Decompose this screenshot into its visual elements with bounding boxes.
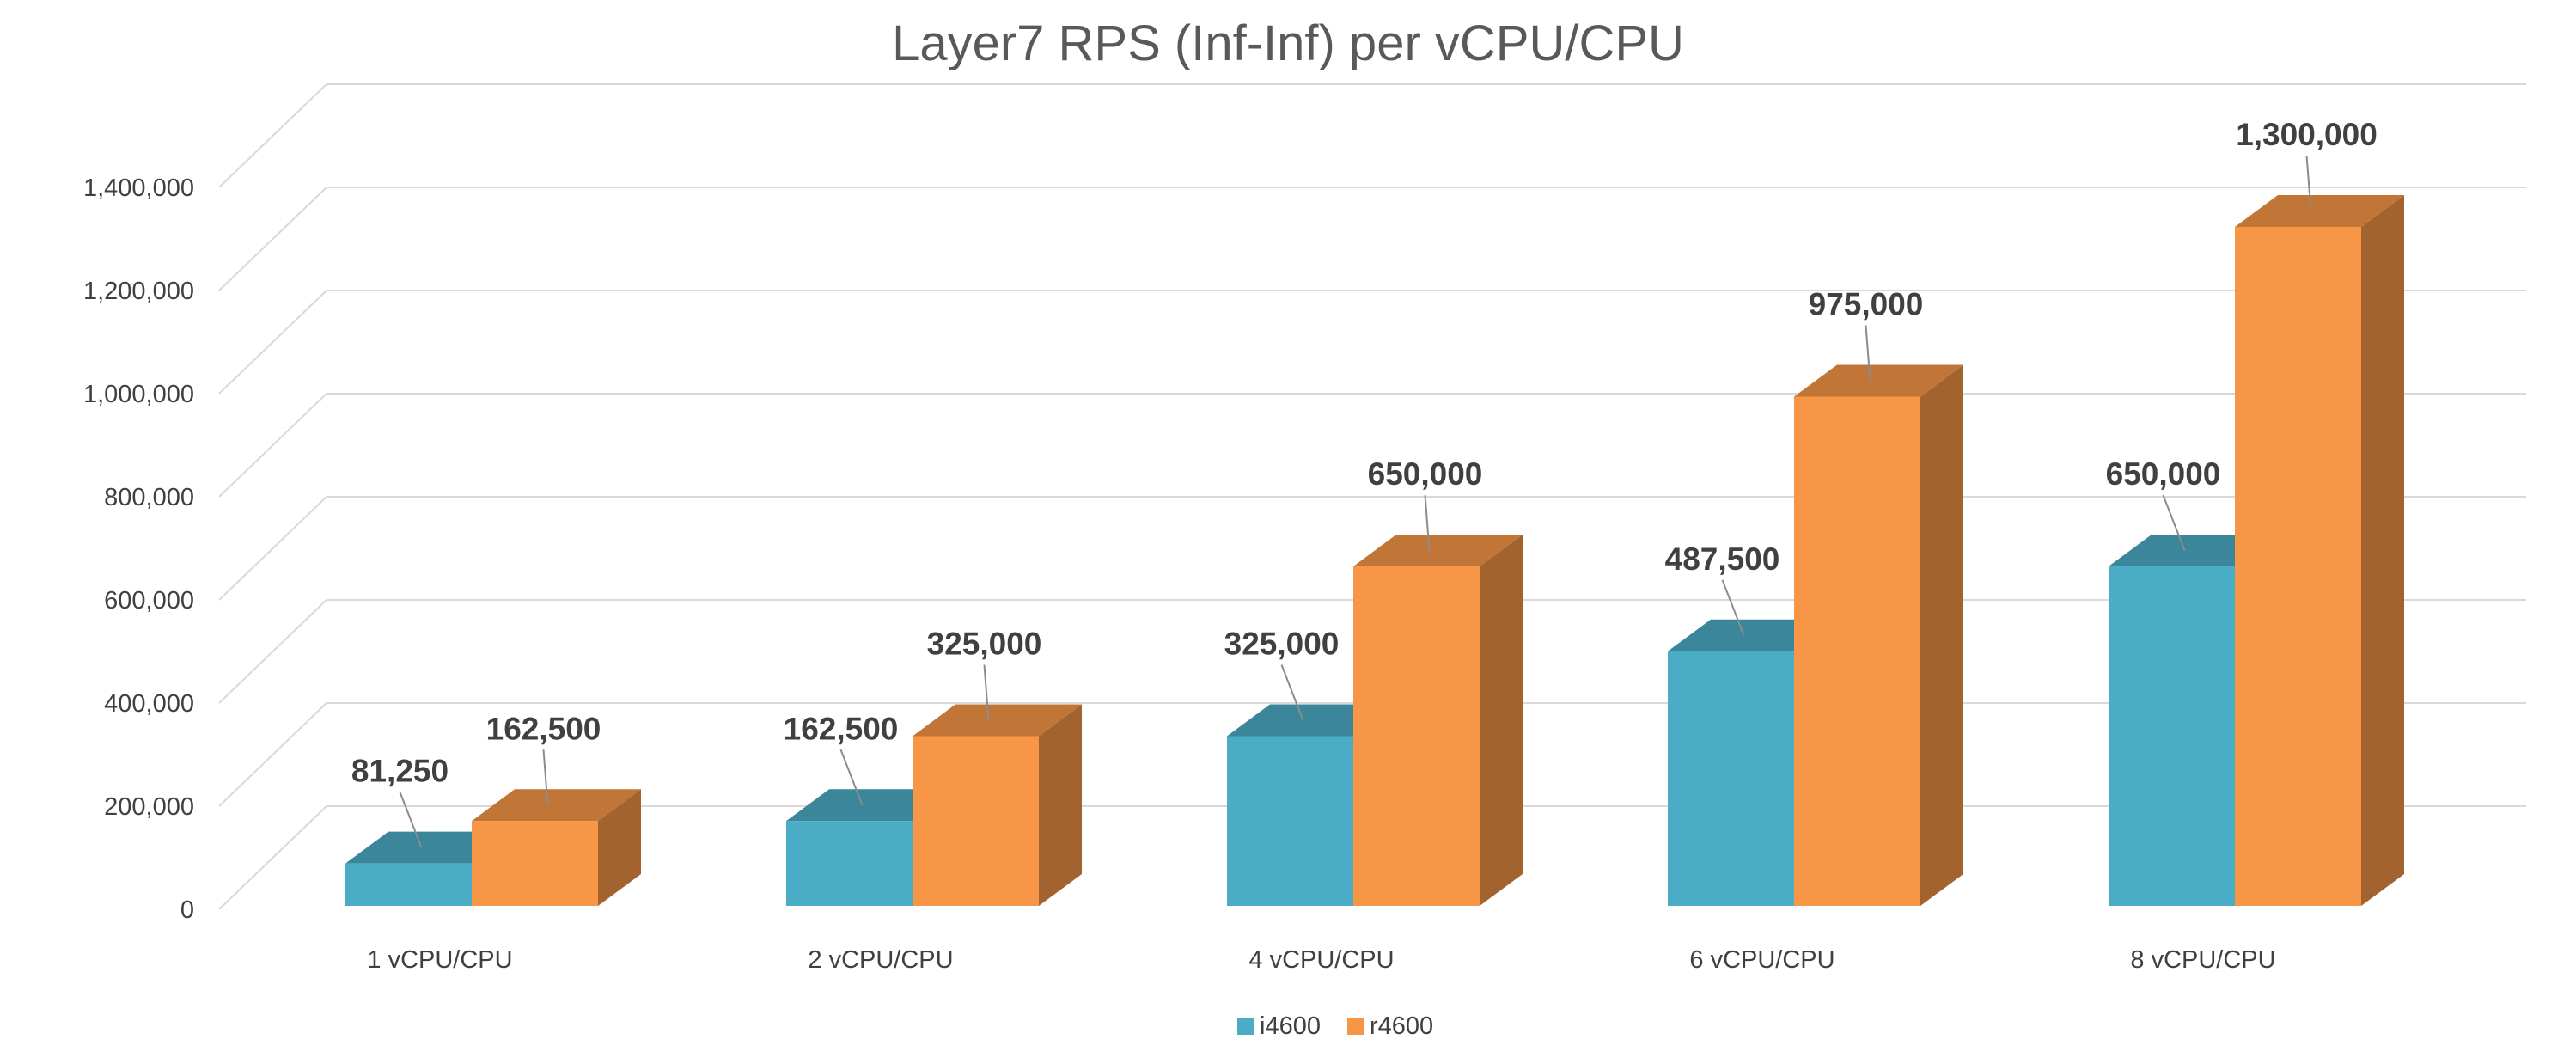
bar-side-r4600: [598, 789, 641, 906]
legend-swatch-i4600: [1237, 1018, 1254, 1035]
gridline-depth: [218, 290, 327, 394]
y-tick-label: 200,000: [104, 793, 194, 821]
data-label-leader: [1280, 664, 1304, 721]
bar-top-r4600: [1794, 364, 1963, 397]
category-label: 6 vCPU/CPU: [1689, 946, 1834, 974]
data-label-leader: [1721, 579, 1745, 636]
bar-i4600: [1668, 651, 1794, 906]
bar-side-r4600: [1920, 364, 1963, 906]
y-tick-label: 400,000: [104, 690, 194, 718]
y-tick-label: 1,000,000: [83, 381, 194, 408]
bar-side-r4600: [1039, 704, 1082, 906]
data-label-leader: [542, 749, 549, 805]
bar-r4600: [2235, 227, 2361, 906]
y-tick-label: 800,000: [104, 484, 194, 511]
category-label: 8 vCPU/CPU: [2130, 946, 2275, 974]
bar-i4600: [1227, 736, 1353, 906]
y-tick-label: 0: [180, 896, 194, 924]
gridline-depth: [218, 805, 327, 910]
legend-swatch-r4600: [1347, 1018, 1364, 1035]
data-label-leader: [2305, 155, 2312, 211]
chart-title: Layer7 RPS (Inf-Inf) per vCPU/CPU: [892, 15, 1684, 71]
bar-top-r4600: [1353, 535, 1523, 566]
data-label-leader: [839, 749, 864, 806]
x-axis-categories: 1 vCPU/CPU 2 vCPU/CPU 4 vCPU/CPU 6 vCPU/CPU…: [367, 946, 2275, 974]
gridline-depth: [218, 83, 327, 188]
data-label: 162,500: [784, 711, 899, 746]
gridline-depth: [218, 702, 327, 807]
bar-top-r4600: [472, 789, 641, 822]
data-label: 81,250: [351, 754, 449, 789]
bar-top-r4600: [913, 704, 1082, 737]
data-label: 487,500: [1665, 541, 1780, 577]
data-label-leader: [2162, 494, 2186, 551]
bar-r4600: [1794, 396, 1920, 906]
data-label-leader: [1424, 494, 1431, 551]
data-label-leader: [983, 664, 990, 721]
y-tick-label: 1,400,000: [83, 174, 194, 202]
bar-top-r4600: [2235, 195, 2404, 227]
category-label: 4 vCPU/CPU: [1248, 946, 1394, 974]
bar-r4600: [472, 821, 598, 906]
gridline-depth: [218, 496, 327, 601]
legend-label: r4600: [1370, 1012, 1433, 1040]
data-label: 1,300,000: [2236, 117, 2378, 152]
gridline-depth: [218, 187, 327, 291]
data-label-leader: [1865, 325, 1871, 382]
gridline-depth: [218, 599, 327, 704]
category-label: 2 vCPU/CPU: [808, 946, 953, 974]
category-label: 1 vCPU/CPU: [367, 946, 512, 974]
bar-r4600: [913, 736, 1039, 906]
legend-label: i4600: [1260, 1012, 1321, 1040]
data-label: 325,000: [927, 627, 1042, 662]
data-label: 650,000: [1368, 456, 1483, 492]
bar-side-r4600: [2361, 195, 2404, 906]
legend: i4600 r4600: [1237, 1012, 1433, 1040]
bar-i4600: [786, 821, 913, 906]
bar-i4600: [2109, 566, 2235, 906]
gridline-depth: [218, 393, 327, 498]
y-tick-label: 600,000: [104, 587, 194, 615]
y-tick-label: 1,200,000: [83, 278, 194, 305]
bars: [345, 195, 2404, 906]
bar-i4600: [345, 863, 472, 906]
data-label: 325,000: [1224, 627, 1340, 662]
bar-side-r4600: [1480, 535, 1523, 906]
bar-r4600: [1353, 566, 1480, 906]
data-label: 975,000: [1809, 287, 1924, 322]
data-label-leader: [399, 792, 423, 848]
data-label: 650,000: [2106, 456, 2221, 492]
data-label: 162,500: [486, 711, 601, 746]
y-axis-ticks: 0 200,000 400,000 600,000 800,000 1,000,000 1,…: [83, 174, 194, 924]
data-labels: 81,250 162,500 162,500 325,000 325,000 650,00…: [351, 117, 2378, 848]
